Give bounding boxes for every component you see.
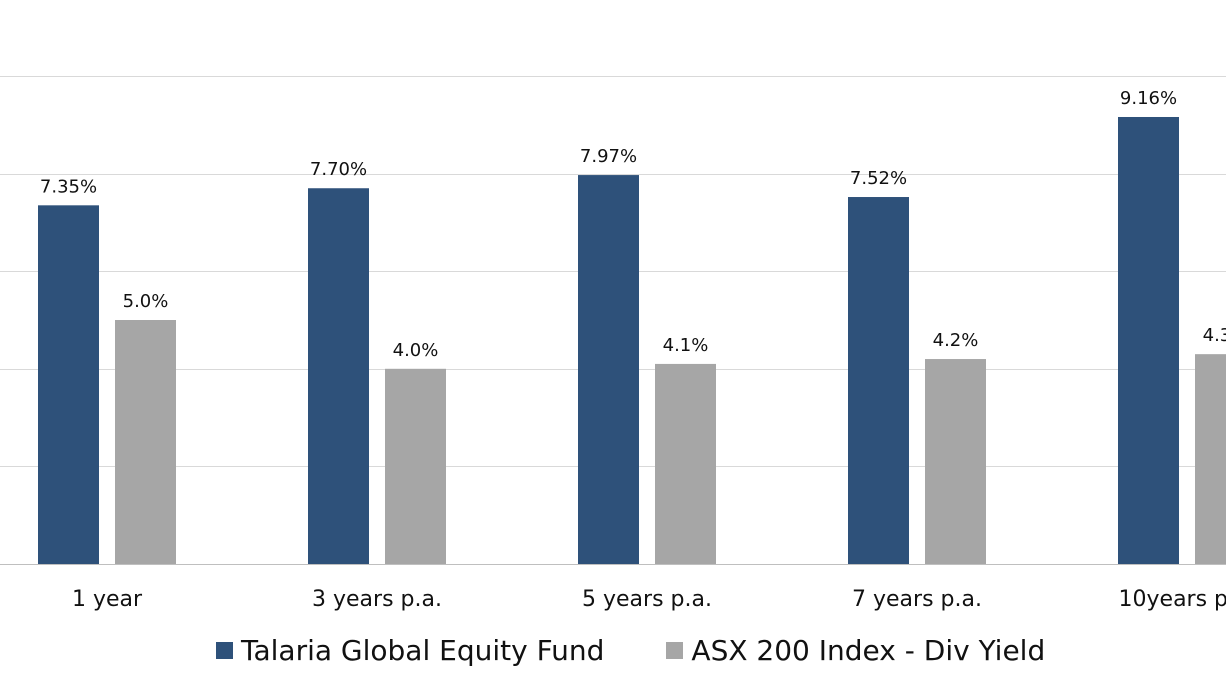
bar [1195,354,1226,564]
series-index: 5.0% 4.0% 4.1% 4.2% 4.3% [115,291,1226,564]
data-label: 5.0% [123,291,169,312]
legend-swatch-fund [216,641,233,659]
data-label: 9.16% [1120,88,1177,109]
legend-item-fund: Talaria Global Equity Fund [216,634,604,667]
bar [38,205,99,564]
bar [655,363,716,564]
legend-label-index: ASX 200 Index - Div Yield [691,633,1046,667]
x-tick-label: 1 year [72,587,143,612]
bar [925,359,986,564]
data-label: 4.3% [1203,325,1226,346]
bar [115,320,176,564]
data-label: 7.97% [580,146,637,167]
data-label: 4.1% [663,335,709,356]
data-label: 4.0% [393,340,439,361]
bar [578,175,639,564]
series-fund: 7.35% 7.70% 7.97% 7.52% 9.16% [38,88,1179,565]
data-label: 4.2% [933,330,979,351]
legend-item-index: ASX 200 Index - Div Yield [666,634,1045,667]
bar [848,197,909,565]
legend-label-fund: Talaria Global Equity Fund [241,633,605,667]
x-tick-label: 5 years p.a. [582,587,712,612]
bar [385,368,446,564]
data-label: 7.35% [40,176,97,197]
x-axis-labels: 1 year 3 years p.a. 5 years p.a. 7 years p.… [72,587,1226,612]
x-tick-label: 3 years p.a. [312,587,442,612]
bar [308,188,369,565]
x-tick-label: 7 years p.a. [852,587,982,612]
x-tick-label: 10years p.a. [1119,587,1226,612]
legend: Talaria Global Equity Fund ASX 200 Index… [216,630,1045,670]
legend-swatch-index [666,641,684,659]
data-label: 7.52% [850,168,907,189]
bar [1118,116,1179,564]
data-label: 7.70% [310,159,367,180]
